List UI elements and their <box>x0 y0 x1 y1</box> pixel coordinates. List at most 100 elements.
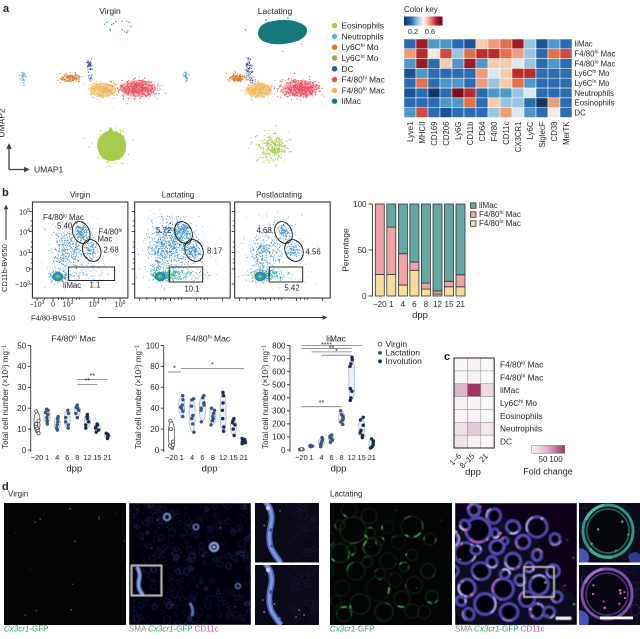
svg-text:5.72: 5.72 <box>156 226 171 235</box>
svg-text:6: 6 <box>200 453 204 462</box>
svg-text:*: * <box>173 366 176 373</box>
svg-text:0: 0 <box>26 265 30 274</box>
svg-text:1: 1 <box>45 453 49 462</box>
svg-text:400: 400 <box>272 394 286 403</box>
svg-text:Mac: Mac <box>98 235 113 244</box>
svg-text:105: 105 <box>19 208 30 217</box>
svg-text:Eosinophils: Eosinophils <box>500 411 542 421</box>
svg-text:Neutrophils: Neutrophils <box>342 31 384 41</box>
svg-text:Postlactating: Postlactating <box>256 191 302 200</box>
svg-text:UMAP1: UMAP1 <box>34 165 64 175</box>
svg-text:4: 4 <box>55 453 59 462</box>
svg-text:F4/80hi Mac: F4/80hi Mac <box>500 372 543 382</box>
svg-text:6: 6 <box>329 453 333 462</box>
svg-text:CD64: CD64 <box>478 121 487 142</box>
svg-text:6: 6 <box>65 453 69 462</box>
svg-text:40: 40 <box>150 404 159 413</box>
svg-text:103: 103 <box>63 300 74 309</box>
svg-text:104: 104 <box>89 300 100 309</box>
svg-text:Total cell number (×103) mg−1: Total cell number (×103) mg−1 <box>1 345 10 449</box>
svg-text:*: * <box>335 349 338 356</box>
svg-text:12: 12 <box>433 300 442 309</box>
svg-text:Lactation: Lactation <box>386 348 421 358</box>
svg-text:10.1: 10.1 <box>184 285 199 294</box>
svg-text:50: 50 <box>358 246 367 255</box>
svg-text:c: c <box>444 351 450 363</box>
svg-text:8: 8 <box>75 453 79 462</box>
svg-text:F4/80hi Mac: F4/80hi Mac <box>575 50 616 59</box>
svg-text:CD11b: CD11b <box>466 121 475 145</box>
svg-text:15: 15 <box>93 453 101 462</box>
svg-text:0.2: 0.2 <box>408 27 418 36</box>
svg-text:SiglecF: SiglecF <box>538 121 547 147</box>
svg-text:50: 50 <box>17 341 26 350</box>
svg-text:Involution: Involution <box>386 356 423 366</box>
svg-text:100: 100 <box>549 455 563 464</box>
svg-text:1: 1 <box>389 300 394 309</box>
svg-text:4.56: 4.56 <box>306 248 321 257</box>
svg-text:Fold change: Fold change <box>523 467 573 477</box>
svg-text:300: 300 <box>272 407 286 416</box>
svg-text:d: d <box>2 481 9 493</box>
svg-text:20: 20 <box>150 425 159 434</box>
svg-text:−103: −103 <box>29 300 44 309</box>
svg-text:b: b <box>2 187 9 199</box>
svg-text:4: 4 <box>319 453 323 462</box>
svg-text:Color key: Color key <box>404 5 438 14</box>
svg-text:12: 12 <box>348 453 356 462</box>
svg-text:12: 12 <box>83 453 91 462</box>
svg-text:0: 0 <box>362 292 367 301</box>
svg-text:4: 4 <box>190 453 194 462</box>
svg-text:−20: −20 <box>295 453 308 462</box>
svg-text:5.42: 5.42 <box>284 284 299 293</box>
svg-text:liMac: liMac <box>479 201 498 210</box>
svg-text:dpp: dpp <box>465 467 481 478</box>
svg-text:Ly6Clo Mo: Ly6Clo Mo <box>342 53 379 63</box>
svg-text:4: 4 <box>401 300 406 309</box>
svg-text:0: 0 <box>155 446 160 455</box>
svg-text:8: 8 <box>424 300 429 309</box>
svg-text:0.6: 0.6 <box>425 27 435 36</box>
svg-text:F4/80-BV510: F4/80-BV510 <box>31 314 75 323</box>
svg-text:5.40: 5.40 <box>57 222 73 231</box>
svg-text:MerTK: MerTK <box>562 121 571 145</box>
svg-text:2.68: 2.68 <box>104 246 119 255</box>
svg-text:12: 12 <box>219 453 227 462</box>
svg-text:F4/80hi Mac: F4/80hi Mac <box>186 334 231 344</box>
svg-text:CD169: CD169 <box>430 122 439 146</box>
svg-text:Neutrophils: Neutrophils <box>500 424 542 434</box>
svg-text:0: 0 <box>281 446 286 455</box>
svg-text:700: 700 <box>272 354 286 363</box>
svg-text:CX3CR1: CX3CR1 <box>514 122 523 153</box>
svg-text:Cx3cr1-GFP: Cx3cr1-GFP <box>4 625 48 634</box>
svg-text:200: 200 <box>272 420 286 429</box>
svg-text:DC: DC <box>342 64 354 74</box>
svg-text:Eosinophils: Eosinophils <box>575 99 615 108</box>
svg-text:104: 104 <box>19 228 30 237</box>
svg-text:Lactating: Lactating <box>330 490 362 499</box>
svg-text:15: 15 <box>445 300 454 309</box>
svg-text:****: **** <box>321 342 332 349</box>
svg-text:Lactating: Lactating <box>258 6 293 16</box>
svg-text:**: ** <box>329 345 335 352</box>
svg-text:−20: −20 <box>165 453 178 462</box>
svg-text:8: 8 <box>340 453 344 462</box>
svg-text:F4/80hi Mac: F4/80hi Mac <box>479 210 521 219</box>
svg-text:SMA Cx3cr1-GFP CD11c: SMA Cx3cr1-GFP CD11c <box>455 625 545 634</box>
svg-text:Ly6Chi Mo: Ly6Chi Mo <box>500 398 537 408</box>
svg-text:Total cell number (×103) mg−1: Total cell number (×103) mg−1 <box>261 345 270 449</box>
svg-text:105: 105 <box>115 300 126 309</box>
svg-text:CD38: CD38 <box>550 122 559 142</box>
svg-text:F4/80lo Mac: F4/80lo Mac <box>43 213 84 222</box>
svg-text:DC: DC <box>575 108 587 117</box>
svg-text:dpp: dpp <box>412 310 428 321</box>
svg-text:liMac: liMac <box>63 281 81 290</box>
svg-text:0: 0 <box>22 446 27 455</box>
svg-text:**: ** <box>85 378 91 385</box>
svg-text:1: 1 <box>180 453 184 462</box>
svg-text:F4/80: F4/80 <box>490 121 499 142</box>
svg-text:dpp: dpp <box>202 464 218 475</box>
svg-text:Ly6G: Ly6G <box>454 122 463 140</box>
svg-text:80: 80 <box>150 362 159 371</box>
svg-text:liMac: liMac <box>326 334 347 344</box>
